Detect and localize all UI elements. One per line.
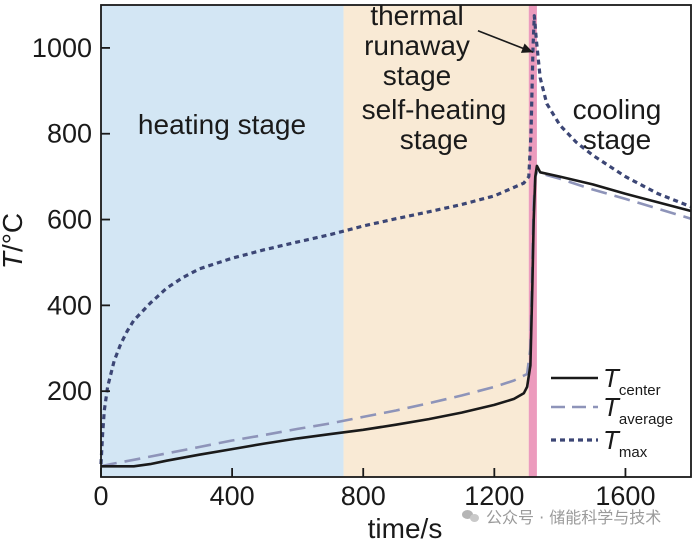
stage-label-0: heating stage — [138, 109, 306, 140]
y-tick-label: 400 — [47, 290, 92, 320]
stage-bands — [101, 5, 691, 477]
x-axis-title: time/s — [368, 513, 443, 544]
stage-label-3: cooling stage — [573, 94, 662, 155]
y-axis-title-unit: /°C — [0, 213, 28, 252]
legend-label-max: Tmax — [603, 425, 648, 461]
watermark: 公众号 · 储能科学与技术 — [462, 504, 661, 528]
series-layer — [99, 14, 692, 468]
wechat-icon — [462, 509, 480, 523]
stage-label-line: stage — [400, 124, 469, 155]
x-tick-label: 400 — [210, 481, 255, 511]
legend-subscript: max — [619, 444, 648, 461]
y-axis-title-symbol: T — [0, 250, 28, 269]
stage-label-line: stage — [383, 60, 452, 91]
stage-label-line: heating stage — [138, 109, 306, 140]
annotation-arrow-head — [520, 43, 534, 53]
series-line-center — [101, 164, 692, 468]
legend-symbol: T — [603, 425, 621, 455]
watermark-text: 公众号 · 储能科学与技术 — [486, 508, 662, 527]
legend-symbol: T — [603, 363, 621, 393]
legend-label-center: Tcenter — [603, 363, 661, 399]
y-tick-label: 600 — [47, 205, 92, 235]
legend-subscript: center — [619, 382, 661, 399]
series-line-average — [100, 171, 692, 468]
stage-label-line: self-heating — [362, 94, 507, 125]
stage-label-line: stage — [583, 124, 652, 155]
x-tick-label: 1200 — [464, 481, 524, 511]
plot-frame — [100, 4, 692, 478]
stage-band-0 — [101, 5, 344, 477]
y-tick-label: 800 — [47, 119, 92, 149]
stage-band-3 — [536, 5, 691, 477]
stage-label-line: runaway — [364, 30, 470, 61]
x-tick-label: 1600 — [595, 481, 655, 511]
y-tick-label: 200 — [47, 376, 92, 406]
legend-label-average: Taverage — [603, 392, 673, 428]
legend-subscript: average — [619, 411, 673, 428]
stage-label-2: thermal runaway stage — [364, 0, 470, 91]
stage-label-line: cooling — [573, 94, 662, 125]
y-tick-label: 1000 — [32, 33, 92, 63]
axes-layer: 0 400 800 1200 1600 200 400 600 800 1000 — [32, 4, 692, 511]
stage-band-1 — [343, 5, 529, 477]
series-line-max — [99, 14, 692, 465]
stage-label-line: thermal — [370, 0, 463, 31]
stage-label-1: self-heating stage — [362, 94, 507, 155]
x-tick-label: 800 — [341, 481, 386, 511]
x-tick-label: 0 — [93, 481, 108, 511]
y-axis-title: T/°C — [0, 213, 28, 269]
legend-symbol: T — [603, 392, 621, 422]
